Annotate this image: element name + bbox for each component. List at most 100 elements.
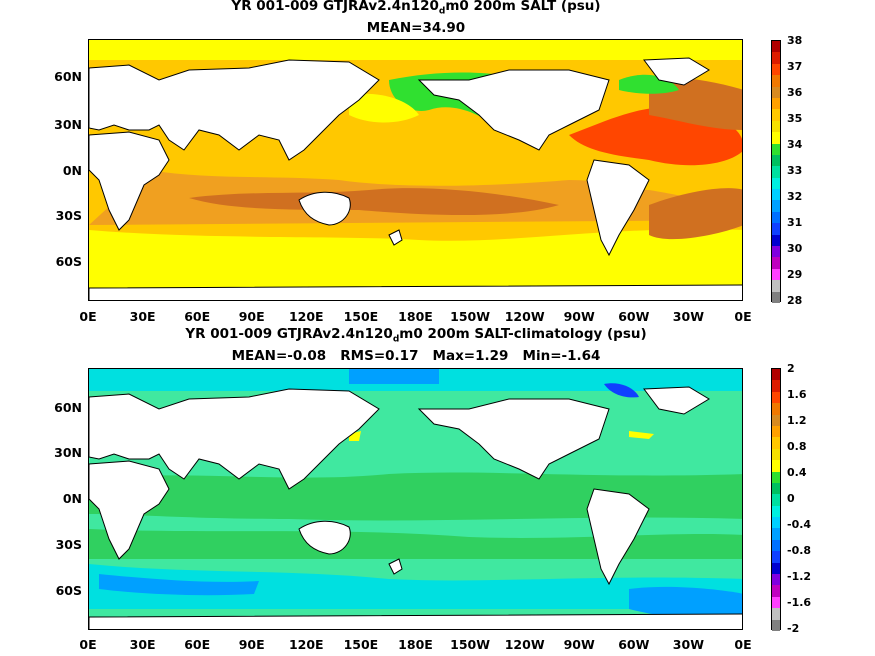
colorbar-segment	[772, 223, 780, 235]
top-xlabel: 90W	[563, 309, 595, 324]
top-xlabel: 120W	[504, 309, 545, 324]
top-antarctica	[89, 284, 742, 300]
colorbar-label: -1.2	[787, 570, 812, 583]
top-ylabel-60S: 60S	[55, 254, 82, 269]
colorbar-segment	[772, 517, 780, 529]
bottom-xlabel: 120W	[504, 637, 545, 652]
bottom-ylabel-60S: 60S	[55, 583, 82, 598]
bottom-title: YR 001-009 GTJRAv2.4n120dm0 200m SALT-cl…	[0, 326, 832, 348]
bottom-xlabel: 0E	[734, 637, 752, 652]
colorbar-segment	[772, 482, 780, 495]
bottom-ylabel-60N: 60N	[54, 400, 82, 415]
top-land	[89, 57, 742, 300]
colorbar-label: 29	[787, 268, 803, 281]
top-xlabel: 60W	[618, 309, 650, 324]
bottom-southern-green	[89, 529, 742, 559]
top-title-sub: d	[438, 6, 446, 17]
colorbar-segment	[772, 380, 780, 392]
colorbar-segment	[772, 86, 780, 98]
top-ylabel-0N: 0N	[62, 163, 82, 178]
colorbar-segment	[772, 551, 780, 563]
top-ylabel-30S: 30S	[55, 208, 82, 223]
top-arctic-strip	[89, 40, 742, 60]
colorbar-segment	[772, 574, 780, 586]
colorbar-label: 31	[787, 216, 803, 229]
top-ylabel-60N: 60N	[54, 69, 82, 84]
colorbar-segment	[772, 619, 780, 631]
bottom-south-america	[586, 488, 650, 586]
colorbar-label: 0.4	[787, 466, 807, 479]
colorbar-segment	[772, 166, 780, 178]
colorbar-segment	[772, 291, 780, 303]
top-stats: MEAN=34.90	[366, 20, 466, 36]
colorbar-label: 2	[787, 362, 795, 375]
top-xlabel: 180E	[398, 309, 433, 324]
colorbar-segment	[772, 63, 780, 76]
colorbar-segment	[772, 234, 780, 247]
top-xlabel: 30E	[129, 309, 156, 324]
colorbar-segment	[772, 425, 780, 438]
colorbar-segment	[772, 211, 780, 224]
bottom-land	[89, 386, 742, 629]
colorbar-label: -2	[787, 622, 800, 635]
colorbar-segment	[772, 494, 780, 506]
colorbar-label: -1.6	[787, 596, 812, 609]
colorbar-segment	[772, 177, 780, 190]
colorbar-segment	[772, 414, 780, 426]
top-xlabel: 90E	[238, 309, 265, 324]
colorbar-segment	[772, 391, 780, 404]
bottom-gulfstream-yellow	[629, 431, 654, 439]
bottom-xlabel: 60E	[184, 637, 211, 652]
colorbar-segment	[772, 109, 780, 121]
colorbar-segment	[772, 471, 780, 483]
colorbar-segment	[772, 189, 780, 201]
bottom-xlabel: 120E	[288, 637, 324, 652]
bottom-stats: MEAN=-0.08 RMS=0.17 Max=1.29 Min=-1.64	[231, 348, 601, 364]
bottom-north-america	[417, 398, 610, 480]
top-north-america	[417, 69, 610, 151]
bottom-colorbar	[771, 368, 781, 631]
top-colorbar	[771, 40, 781, 303]
top-xlabel: 30W	[672, 309, 704, 324]
colorbar-segment	[772, 562, 780, 575]
top-xlabel: 60E	[184, 309, 211, 324]
top-greenland	[643, 57, 710, 86]
top-africa	[89, 131, 170, 231]
bottom-africa	[89, 460, 170, 560]
colorbar-label: 38	[787, 34, 803, 47]
bottom-southern-blue-2	[629, 586, 742, 620]
top-map-canvas	[89, 40, 742, 300]
colorbar-segment	[772, 460, 780, 472]
bottom-antarctica	[89, 613, 742, 629]
bottom-baffin-blue	[604, 383, 639, 398]
colorbar-label: 36	[787, 86, 803, 99]
colorbar-label: 33	[787, 164, 803, 177]
top-title: YR 001-009 GTJRAv2.4n120dm0 200m SALT (p…	[0, 0, 832, 20]
colorbar-segment	[772, 268, 780, 281]
bottom-greenland	[643, 386, 710, 415]
top-southern-low-band	[89, 229, 742, 300]
bottom-xlabel: 30W	[672, 637, 704, 652]
colorbar-segment	[772, 280, 780, 292]
bottom-ylabel-30N: 30N	[54, 445, 82, 460]
bottom-tropical-green	[89, 472, 742, 521]
bottom-xlabel: 90W	[563, 637, 595, 652]
colorbar-label: 30	[787, 242, 803, 255]
colorbar-segment	[772, 246, 780, 258]
top-australia	[298, 191, 351, 226]
bottom-anomaly-map	[88, 368, 743, 630]
colorbar-segment	[772, 403, 780, 415]
colorbar-segment	[772, 369, 780, 381]
colorbar-label: 0.8	[787, 440, 807, 453]
colorbar-segment	[772, 596, 780, 609]
top-nw-pacific-yellow	[349, 93, 419, 123]
colorbar-segment	[772, 585, 780, 597]
top-xlabel: 0E	[734, 309, 752, 324]
colorbar-segment	[772, 528, 780, 540]
colorbar-segment	[772, 120, 780, 133]
bottom-arctic-blue	[349, 369, 439, 384]
top-south-atlantic-max	[649, 188, 742, 240]
bottom-new-zealand	[388, 558, 403, 575]
colorbar-label: 0	[787, 492, 795, 505]
bottom-title-sub: d	[392, 334, 400, 345]
